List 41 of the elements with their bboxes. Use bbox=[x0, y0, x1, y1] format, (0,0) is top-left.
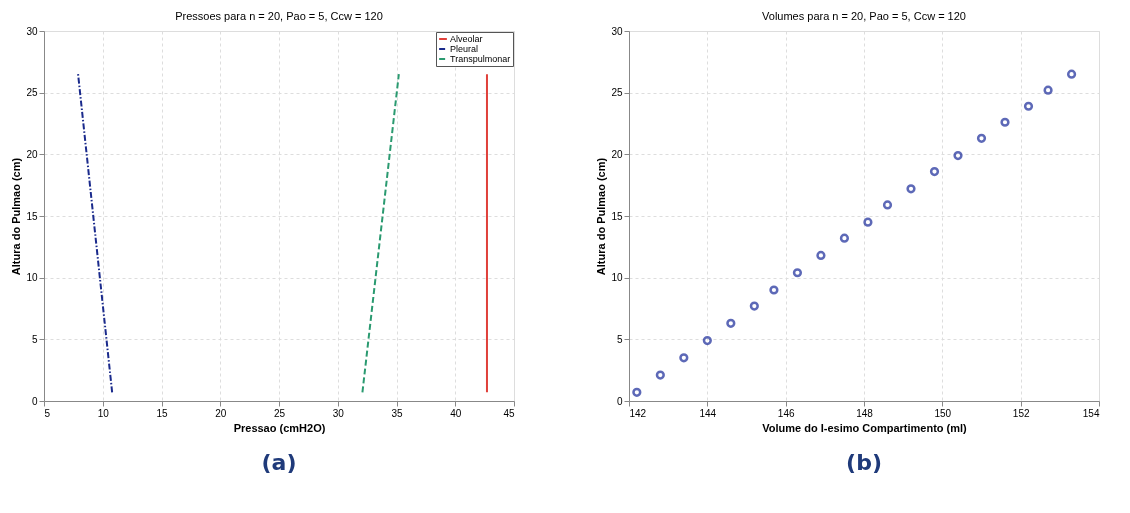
y-tick-label: 20 bbox=[611, 148, 623, 160]
y-tick-label: 20 bbox=[26, 148, 38, 160]
x-tick-label: 10 bbox=[97, 407, 110, 419]
y-tick-label: 5 bbox=[31, 333, 38, 345]
x-tick-label: 5 bbox=[44, 407, 51, 419]
x-tick-label: 35 bbox=[391, 407, 403, 419]
x-tick-label: 146 bbox=[777, 407, 795, 419]
y-tick-label: 0 bbox=[31, 395, 38, 407]
x-axis-title: Pressao (cmH2O) bbox=[233, 421, 326, 434]
x-axis-title: Volume do I-esimo Compartimento (ml) bbox=[762, 421, 968, 434]
x-tick-label: 150 bbox=[934, 407, 952, 419]
y-tick-label: 5 bbox=[616, 333, 623, 345]
x-tick-label: 144 bbox=[699, 407, 717, 419]
y-axis-title: Altura do Pulmao (cm) bbox=[595, 157, 608, 276]
x-tick-label: 154 bbox=[1082, 407, 1100, 419]
x-tick-label: 148 bbox=[856, 407, 874, 419]
x-tick-label: 15 bbox=[156, 407, 168, 419]
y-tick-label: 25 bbox=[611, 87, 623, 99]
legend-label: Alveolar bbox=[450, 34, 483, 44]
text: (a) bbox=[261, 450, 297, 475]
x-tick-label: 40 bbox=[450, 407, 462, 419]
y-tick-label: 25 bbox=[26, 87, 38, 99]
y-axis-title: Altura do Pulmao (cm) bbox=[10, 157, 23, 276]
legend-label: Transpulmonar bbox=[450, 54, 511, 64]
y-tick-label: 10 bbox=[26, 272, 38, 284]
y-tick-label: 30 bbox=[26, 25, 38, 37]
y-tick-label: 30 bbox=[611, 25, 623, 37]
y-tick-label: 15 bbox=[26, 210, 38, 222]
x-tick-label: 45 bbox=[503, 407, 515, 419]
y-tick-label: 10 bbox=[611, 272, 623, 284]
x-tick-label: 152 bbox=[1012, 407, 1030, 419]
text: (b) bbox=[846, 450, 882, 475]
chart-title: Pressoes para n = 20, Pao = 5, Ccw = 120 bbox=[175, 10, 383, 22]
x-tick-label: 20 bbox=[215, 407, 227, 419]
y-tick-label: 0 bbox=[616, 395, 623, 407]
x-tick-label: 142 bbox=[629, 407, 647, 419]
chart-title: Volumes para n = 20, Pao = 5, Ccw = 120 bbox=[762, 10, 966, 22]
y-tick-label: 15 bbox=[611, 210, 623, 222]
x-tick-label: 25 bbox=[273, 407, 286, 419]
legend-label: Pleural bbox=[450, 44, 479, 54]
x-tick-label: 30 bbox=[332, 407, 345, 419]
